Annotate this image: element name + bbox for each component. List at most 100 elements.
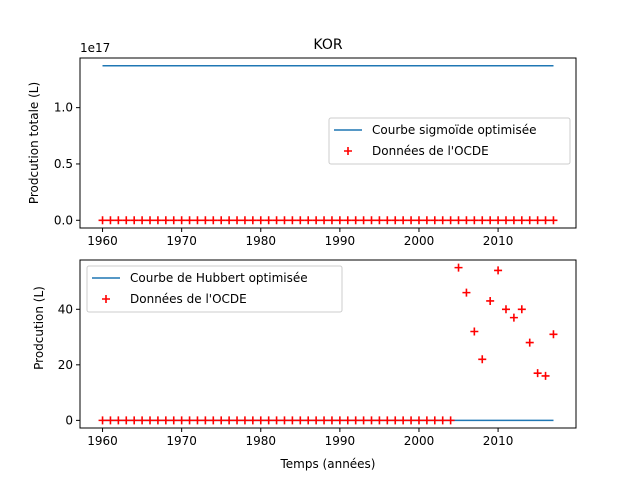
data-point bbox=[193, 416, 202, 425]
data-point bbox=[430, 416, 439, 425]
data-point bbox=[201, 216, 210, 225]
data-point bbox=[240, 416, 249, 425]
legend-box bbox=[86, 265, 343, 313]
data-point bbox=[138, 416, 147, 425]
data-point bbox=[153, 416, 162, 425]
legend: Courbe de Hubbert optimisée Données de l'… bbox=[86, 265, 343, 313]
x-tick-label: 1990 bbox=[325, 234, 356, 248]
data-point bbox=[114, 216, 123, 225]
data-point bbox=[367, 416, 376, 425]
data-point bbox=[351, 416, 360, 425]
data-point bbox=[533, 369, 542, 378]
plot-frame bbox=[79, 57, 577, 229]
data-point bbox=[240, 216, 249, 225]
data-point bbox=[549, 216, 558, 225]
data-point bbox=[233, 416, 242, 425]
axis-ticks: 1960 1970 1980 1990 2000 2010 0 20 40 bbox=[58, 302, 514, 448]
data-point bbox=[153, 216, 162, 225]
data-point bbox=[343, 216, 352, 225]
chart-title: KOR bbox=[313, 37, 342, 53]
data-point bbox=[312, 216, 321, 225]
data-point bbox=[446, 416, 455, 425]
data-point bbox=[312, 416, 321, 425]
legend-marker-swatch bbox=[344, 147, 352, 155]
data-point bbox=[98, 416, 107, 425]
data-point bbox=[225, 416, 234, 425]
x-axis-label: Temps (années) bbox=[280, 457, 376, 471]
data-point bbox=[533, 216, 542, 225]
data-point bbox=[509, 313, 518, 322]
data-point bbox=[494, 266, 503, 275]
data-point bbox=[280, 416, 289, 425]
data-point bbox=[327, 216, 336, 225]
data-point bbox=[454, 216, 463, 225]
data-point bbox=[256, 216, 265, 225]
data-point bbox=[272, 416, 281, 425]
data-point bbox=[541, 216, 550, 225]
data-point bbox=[422, 216, 431, 225]
data-point bbox=[407, 216, 416, 225]
y-tick-label: 40 bbox=[58, 302, 73, 316]
data-point bbox=[470, 216, 479, 225]
data-point bbox=[327, 416, 336, 425]
data-point bbox=[320, 416, 329, 425]
data-point bbox=[106, 416, 115, 425]
data-point bbox=[177, 216, 186, 225]
data-point bbox=[549, 330, 558, 339]
data-point bbox=[438, 416, 447, 425]
data-point bbox=[296, 416, 305, 425]
y-tick-label: 1.0 bbox=[54, 101, 73, 115]
data-point bbox=[280, 216, 289, 225]
y-axis-label: Prodcution totale (L) bbox=[27, 82, 41, 204]
data-point bbox=[438, 216, 447, 225]
data-point bbox=[525, 216, 534, 225]
data-point bbox=[169, 416, 178, 425]
legend-entry-label: Données de l'OCDE bbox=[130, 292, 247, 306]
data-point bbox=[478, 216, 487, 225]
data-point bbox=[264, 216, 273, 225]
series-layer bbox=[98, 64, 558, 225]
data-point bbox=[541, 371, 550, 380]
data-point bbox=[122, 416, 131, 425]
data-point bbox=[122, 216, 131, 225]
data-point bbox=[383, 416, 392, 425]
y-tick-label: 20 bbox=[58, 358, 73, 372]
data-point bbox=[248, 216, 257, 225]
data-point bbox=[98, 216, 107, 225]
data-point bbox=[383, 216, 392, 225]
data-point bbox=[335, 216, 344, 225]
data-point bbox=[494, 216, 503, 225]
bottom-chart: Prodcution (L) Temps (années) 1960 1970 19… bbox=[32, 259, 577, 471]
data-point bbox=[359, 216, 368, 225]
data-point bbox=[462, 288, 471, 297]
data-point bbox=[517, 305, 526, 314]
data-point bbox=[185, 416, 194, 425]
data-point bbox=[414, 216, 423, 225]
data-point bbox=[399, 416, 408, 425]
data-point bbox=[106, 216, 115, 225]
legend-marker-swatch bbox=[102, 295, 110, 303]
top-chart: KOR 1e17 Prodcution totale (L) 1960 1970 1… bbox=[27, 37, 577, 248]
data-point bbox=[256, 416, 265, 425]
data-point bbox=[248, 416, 257, 425]
y-axis-offset-text: 1e17 bbox=[80, 41, 110, 55]
data-point bbox=[225, 216, 234, 225]
x-tick-label: 1960 bbox=[87, 234, 118, 248]
data-point bbox=[138, 216, 147, 225]
data-point bbox=[351, 216, 360, 225]
data-point bbox=[359, 416, 368, 425]
data-point bbox=[375, 416, 384, 425]
data-point bbox=[185, 216, 194, 225]
x-tick-label: 1980 bbox=[245, 234, 276, 248]
x-tick-label: 1960 bbox=[87, 434, 118, 448]
axis-ticks: 1960 1970 1980 1990 2000 2010 0.0 0.5 1.0 bbox=[54, 101, 513, 248]
data-point bbox=[169, 216, 178, 225]
data-point bbox=[367, 216, 376, 225]
data-point bbox=[177, 416, 186, 425]
plot-frame bbox=[79, 259, 577, 429]
data-point bbox=[454, 263, 463, 272]
data-point bbox=[391, 216, 400, 225]
data-point bbox=[217, 416, 226, 425]
y-tick-label: 0.0 bbox=[54, 213, 73, 227]
